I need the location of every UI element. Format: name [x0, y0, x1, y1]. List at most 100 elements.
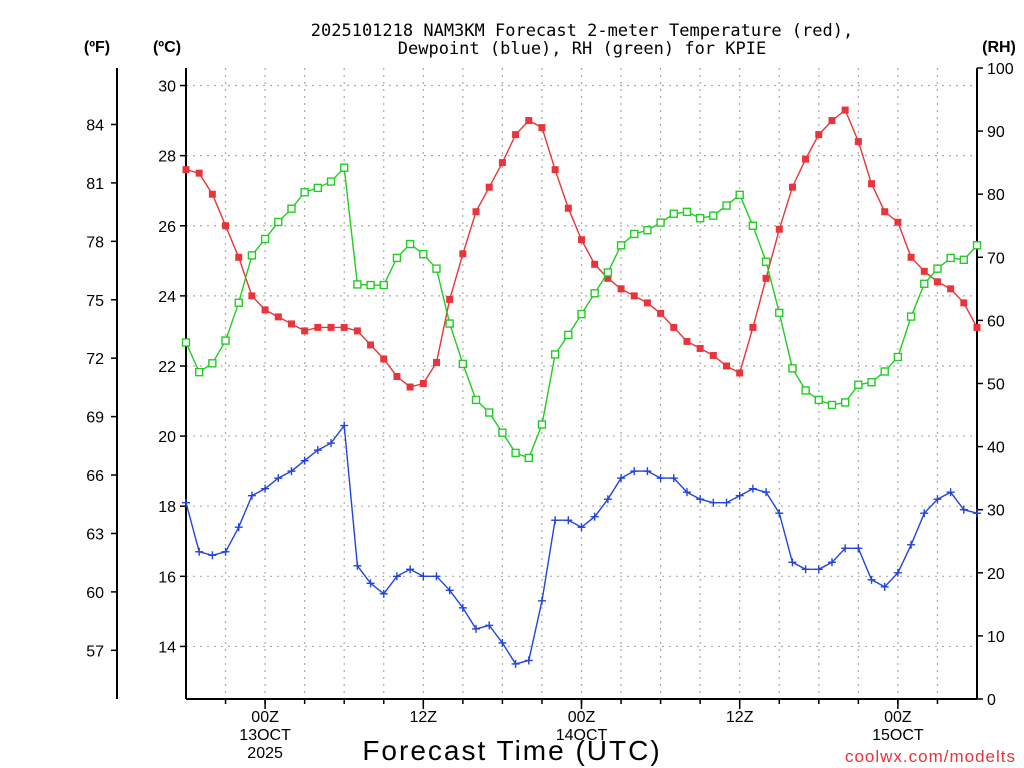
rh-point	[643, 225, 652, 235]
temperature-point	[485, 183, 493, 191]
dewpoint-point	[577, 523, 586, 532]
temperature-point	[525, 117, 533, 125]
rh-point	[405, 239, 415, 249]
celsius-tick-label: 30	[158, 79, 176, 96]
rh-point	[959, 255, 969, 265]
temperature-point	[604, 274, 612, 282]
rh-point	[221, 336, 230, 345]
rh-point	[709, 211, 718, 220]
rh-point	[630, 229, 639, 239]
chart-title-line-2: Dewpoint (blue), RH (green) for KPIE	[398, 39, 766, 59]
temperature-point	[314, 323, 322, 331]
temperature-point	[459, 250, 467, 258]
dewpoint-point	[656, 474, 665, 483]
dewpoint-point	[419, 572, 428, 581]
series-temperature	[182, 106, 981, 391]
temperature-point	[749, 323, 757, 331]
temperature-point	[301, 327, 309, 335]
rh-point	[946, 253, 955, 263]
dewpoint-point	[221, 547, 230, 556]
rh-point	[656, 218, 665, 227]
dewpoint-point	[247, 491, 256, 500]
rh-point	[340, 163, 349, 172]
temperature-point	[973, 323, 981, 331]
temperature-point	[920, 267, 928, 275]
series-dewpoint	[182, 421, 981, 668]
rh-point	[603, 268, 613, 277]
fahrenheit-tick-label: 72	[86, 351, 104, 368]
temperature-point	[472, 208, 480, 216]
dewpoint-point	[801, 565, 810, 574]
dewpoint-point	[748, 484, 757, 493]
temperature-point	[643, 299, 651, 307]
rh-point	[933, 264, 942, 273]
dewpoint-point	[392, 572, 401, 581]
temperature-point	[406, 383, 414, 391]
rh-point	[735, 190, 744, 200]
dewpoint-point	[445, 586, 454, 595]
time-tick-year-label: 2025	[247, 745, 283, 762]
temperature-point	[498, 159, 506, 167]
temperature-point	[551, 166, 559, 174]
temperature-point	[248, 292, 256, 300]
temperature-point	[854, 138, 862, 146]
rh-point	[577, 309, 586, 319]
rh-point	[814, 395, 823, 405]
dewpoint-point	[551, 516, 560, 525]
rh-tick-label: 80	[987, 187, 1005, 204]
rh-point	[379, 280, 388, 290]
fahrenheit-tick-label: 60	[86, 585, 104, 602]
fahrenheit-tick-label: 78	[86, 234, 104, 251]
temperature-point	[393, 372, 401, 380]
temperature-point	[617, 285, 625, 293]
temperature-point	[947, 285, 955, 293]
temperature-point	[419, 380, 427, 387]
time-tick-date-label: 14OCT	[556, 727, 608, 744]
time-tick-label: 00Z	[568, 709, 596, 726]
time-tick-label: 00Z	[884, 709, 912, 726]
temperature-point	[367, 341, 375, 349]
dewpoint-point	[722, 498, 731, 507]
rh-point	[366, 280, 375, 290]
credit-label: coolwx.com/modelts	[845, 747, 1016, 766]
celsius-tick-label: 16	[158, 569, 176, 586]
dewpoint-point	[195, 547, 204, 556]
rh-point	[419, 249, 428, 259]
temperature-point	[353, 327, 361, 335]
temperature-point	[340, 323, 348, 331]
dewpoint-point	[762, 488, 771, 497]
temperature-point	[195, 169, 203, 177]
temperature-point	[538, 124, 546, 132]
dewpoint-point	[366, 579, 375, 588]
dewpoint-point	[353, 561, 362, 570]
rh-tick-label: 50	[987, 377, 1005, 394]
rh-point	[761, 257, 771, 266]
rh-point	[353, 280, 362, 289]
dewpoint-point	[959, 505, 968, 514]
rh-point	[194, 367, 204, 377]
rh-point	[471, 395, 481, 405]
dewpoint-point	[920, 509, 929, 518]
temperature-point	[788, 183, 796, 191]
rh-tick-label: 60	[987, 313, 1005, 330]
dewpoint-point	[590, 512, 599, 521]
series-rh	[181, 163, 982, 463]
temperature-point	[709, 351, 717, 359]
rh-point	[445, 319, 454, 328]
dewpoint-point	[603, 495, 612, 504]
dewpoint-point	[814, 565, 823, 574]
temperature-point	[432, 358, 440, 366]
temperature-point	[287, 320, 295, 328]
temperature-point	[208, 190, 216, 198]
rh-point	[260, 234, 270, 244]
dewpoint-point	[472, 624, 481, 633]
dewpoint-point	[327, 439, 336, 448]
dewpoint-point	[274, 474, 283, 483]
series-line	[185, 108, 978, 388]
time-tick-date-label: 13OCT	[239, 727, 291, 744]
temperature-point	[907, 253, 915, 261]
rh-point	[564, 330, 573, 340]
fahrenheit-tick-label: 66	[86, 468, 104, 485]
series-layer	[181, 106, 982, 668]
fahrenheit-tick-label: 75	[86, 293, 104, 310]
